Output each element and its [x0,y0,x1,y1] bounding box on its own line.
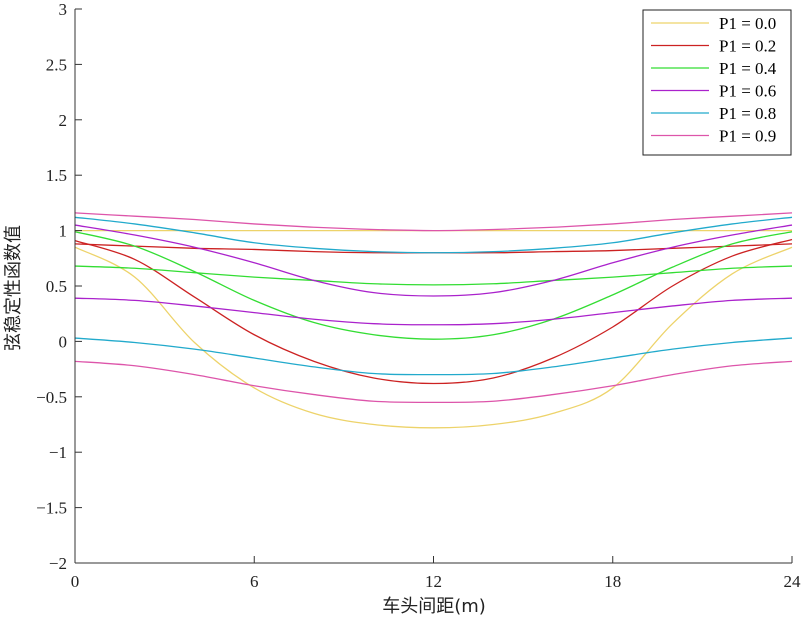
series-line-6 [74,297,793,326]
y-tick-label: 2.5 [46,55,67,74]
legend-label: P1 = 0.9 [719,127,776,146]
series-line-10 [74,360,793,403]
legend: P1 = 0.0 P1 = 0.2 P1 = 0.4 P1 = 0.6 P1 = 0.8… [642,9,792,156]
legend-label: P1 = 0.4 [719,59,777,78]
axes-layer: −2 −1.5 −1 −0.5 0 0.5 1 1.5 2 2.5 3 0 6 12 18 24 [36,0,801,591]
y-tick-label: 2 [59,111,68,130]
legend-label: P1 = 0.2 [719,37,776,56]
y-tick-label: 1.5 [46,166,67,185]
series-line-11 [74,212,793,232]
y-tick-label: 0 [59,332,68,351]
x-tick-label: 6 [250,572,259,591]
y-tick-label: −0.5 [36,388,67,407]
y-tick-label: 3 [59,0,68,19]
legend-label: P1 = 0.8 [719,104,776,123]
series-line-8 [74,337,793,376]
y-tick-label: −1.5 [36,499,67,518]
series-line-4 [74,265,793,286]
series-line-1 [74,246,793,429]
y-tick-label: −2 [49,554,67,573]
series-line-7 [74,224,793,297]
legend-label: P1 = 0.6 [719,82,776,101]
x-axis-label: 车头间距(m) [382,596,486,617]
series-line-5 [74,231,793,340]
x-tick-label: 24 [784,572,802,591]
y-tick-label: 1 [59,222,68,241]
x-tick-label: 12 [425,572,442,591]
y-tick-label: −1 [49,443,67,462]
series-line-3 [74,238,793,385]
x-tick-label: 0 [71,572,80,591]
series-line-9 [74,216,793,254]
y-axis-label: 弦稳定性函数值 [3,225,24,351]
legend-box [642,9,792,156]
series-layer [74,212,793,429]
legend-label: P1 = 0.0 [719,14,776,33]
x-tick-label: 18 [604,572,621,591]
y-tick-label: 0.5 [46,277,67,296]
